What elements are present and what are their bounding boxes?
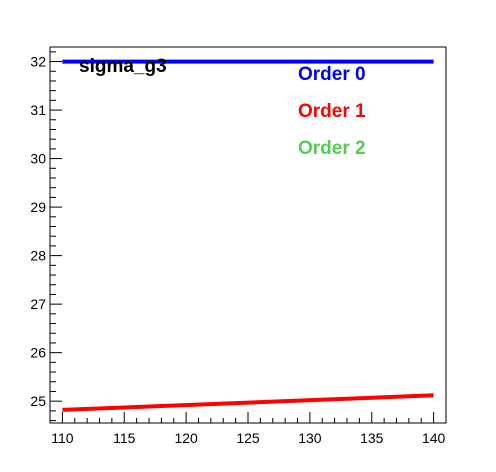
y-tick-label: 29 <box>30 199 46 215</box>
chart-title: sigma_g3 <box>79 56 167 77</box>
y-tick-label: 25 <box>30 393 46 409</box>
x-tick-label: 120 <box>174 430 198 446</box>
series-line-order-1 <box>62 393 434 412</box>
x-tick-label: 110 <box>51 430 74 446</box>
y-tick-label: 27 <box>30 296 46 312</box>
x-tick-label: 135 <box>360 430 384 446</box>
legend: Order 0 Order 1 Order 2 <box>298 64 366 159</box>
x-axis: 110 115 120 125 130 135 140 <box>49 412 447 446</box>
x-tick-label: 125 <box>236 430 260 446</box>
legend-entry-order-1: Order 1 <box>298 101 366 122</box>
x-tick-label: 115 <box>113 430 136 446</box>
y-tick-label: 31 <box>30 102 46 118</box>
y-tick-label: 32 <box>30 54 46 70</box>
series-lines <box>62 59 434 412</box>
legend-entry-order-0: Order 0 <box>298 64 366 85</box>
y-tick-label: 30 <box>30 151 46 167</box>
plot-frame <box>49 46 447 424</box>
legend-entry-order-2: Order 2 <box>298 138 366 159</box>
x-tick-label: 140 <box>422 430 446 446</box>
y-tick-label: 28 <box>30 248 46 264</box>
y-tick-label: 26 <box>30 345 46 361</box>
x-tick-label: 130 <box>298 430 322 446</box>
y-axis: 25 26 27 28 29 30 31 32 <box>30 51 62 422</box>
